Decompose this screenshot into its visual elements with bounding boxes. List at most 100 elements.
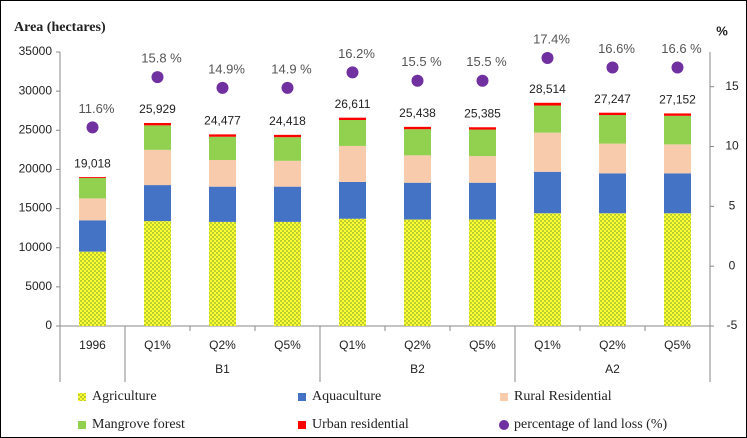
- bar-segment: [469, 156, 496, 183]
- loss-label: 16.6%: [598, 41, 635, 56]
- total-label: 27,247: [594, 92, 631, 106]
- y-tick-label: 35000: [19, 44, 53, 58]
- bar-segment: [274, 221, 301, 326]
- loss-point: [281, 81, 294, 94]
- bar-segment: [79, 220, 106, 252]
- loss-point: [216, 81, 229, 94]
- total-label: 25,385: [464, 106, 501, 120]
- total-label: 24,418: [269, 114, 306, 128]
- loss-point: [606, 61, 619, 74]
- y2-tick-label: 10: [725, 139, 739, 153]
- bar-segment: [79, 198, 106, 221]
- bar-segment: [79, 177, 106, 179]
- bar-segment: [404, 219, 431, 326]
- legend-swatch: [78, 393, 86, 401]
- bar-segment: [339, 120, 366, 146]
- legend-swatch: [78, 421, 86, 429]
- bar-segment: [209, 186, 236, 222]
- loss-point: [541, 51, 554, 64]
- y-tick-label: 30000: [19, 83, 53, 97]
- legend-swatch: [298, 421, 306, 429]
- x-tick-label: Q1%: [339, 338, 366, 352]
- bar-segment: [534, 105, 561, 133]
- loss-point: [476, 74, 489, 87]
- legend-label: Agriculture: [92, 389, 157, 404]
- total-label: 24,477: [204, 114, 241, 128]
- loss-label: 14.9 %: [271, 61, 312, 76]
- total-label: 25,929: [139, 102, 176, 116]
- bar-segment: [144, 185, 171, 222]
- bar-segment: [209, 134, 236, 137]
- bar-segment: [339, 117, 366, 121]
- x-tick-label: Q2%: [209, 338, 236, 352]
- bar-segment: [469, 182, 496, 220]
- bar-segment: [404, 126, 431, 130]
- bar-segment: [599, 213, 626, 326]
- bar-segment: [404, 129, 431, 156]
- y2-tick-label: 5: [729, 199, 736, 213]
- legend-swatch: [298, 393, 306, 401]
- loss-label: 15.8 %: [141, 51, 182, 66]
- loss-label: 14.9%: [208, 61, 245, 76]
- total-label: 27,152: [659, 93, 696, 107]
- y-tick-label: 5000: [25, 279, 52, 293]
- loss-point: [346, 66, 359, 79]
- x-tick-label: Q5%: [664, 338, 691, 352]
- bar-segment: [534, 213, 561, 326]
- x-tick-label: Q1%: [144, 338, 171, 352]
- legend-swatch: [499, 420, 509, 430]
- loss-point: [671, 61, 684, 74]
- bar-segment: [469, 219, 496, 326]
- bar-segment: [664, 173, 691, 214]
- bar-segment: [274, 137, 301, 161]
- loss-label: 17.4%: [533, 31, 570, 46]
- bar-segment: [339, 181, 366, 219]
- bar-segment: [469, 129, 496, 157]
- total-label: 28,514: [529, 82, 566, 96]
- bar-segment: [469, 127, 496, 130]
- bar-segment: [209, 221, 236, 326]
- legend-label: Urban residential: [312, 417, 409, 432]
- y-tick-label: 15000: [19, 201, 53, 215]
- x-tick-label: Q5%: [469, 338, 496, 352]
- bar-segment: [534, 132, 561, 172]
- bar-segment: [664, 144, 691, 174]
- bar-segment: [534, 102, 561, 106]
- loss-label: 16.6 %: [661, 41, 702, 56]
- x-tick-label: 1996: [79, 338, 106, 352]
- y2-tick-label: 15: [725, 79, 739, 93]
- loss-label: 16.2%: [338, 46, 375, 61]
- loss-label: 15.5 %: [466, 54, 507, 69]
- legend-label: percentage of land loss (%): [514, 417, 667, 432]
- bar-segment: [599, 115, 626, 144]
- bar-segment: [534, 171, 561, 214]
- x-tick-label: Q2%: [404, 338, 431, 352]
- bar-segment: [144, 125, 171, 150]
- bar-segment: [664, 113, 691, 116]
- bar-segment: [144, 221, 171, 326]
- x-tick-label: Q2%: [599, 338, 626, 352]
- legend-label: Aquaculture: [312, 389, 381, 404]
- total-label: 25,438: [399, 106, 436, 120]
- bar-segment: [274, 134, 301, 138]
- total-label: 19,018: [74, 156, 111, 170]
- y2-tick-label: -5: [727, 318, 738, 332]
- bar-segment: [664, 115, 691, 145]
- bar-segment: [274, 186, 301, 222]
- y-tick-label: 25000: [19, 122, 53, 136]
- bar-segment: [79, 178, 106, 199]
- y2-tick-label: 0: [729, 258, 736, 272]
- loss-point: [151, 71, 164, 84]
- bar-segment: [404, 182, 431, 220]
- group-label: B2: [410, 362, 425, 376]
- y-tick-label: 20000: [19, 162, 53, 176]
- bar-segment: [79, 251, 106, 326]
- loss-label: 11.6%: [79, 101, 115, 116]
- legend-label: Rural Residential: [514, 389, 612, 404]
- bar-segment: [599, 143, 626, 174]
- y-tick-label: 10000: [19, 240, 53, 254]
- loss-point: [86, 121, 99, 134]
